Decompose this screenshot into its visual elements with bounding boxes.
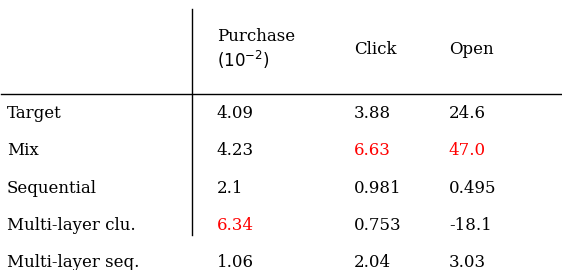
- Text: 4.09: 4.09: [217, 105, 253, 122]
- Text: 6.63: 6.63: [353, 142, 391, 159]
- Text: -18.1: -18.1: [449, 217, 492, 234]
- Text: Mix: Mix: [7, 142, 39, 159]
- Text: 3.88: 3.88: [353, 105, 391, 122]
- Text: 2.1: 2.1: [217, 180, 243, 197]
- Text: 0.495: 0.495: [449, 180, 496, 197]
- Text: 4.23: 4.23: [217, 142, 254, 159]
- Text: Multi-layer seq.: Multi-layer seq.: [7, 254, 139, 270]
- Text: 2.04: 2.04: [353, 254, 391, 270]
- Text: 24.6: 24.6: [449, 105, 486, 122]
- Text: 1.06: 1.06: [217, 254, 253, 270]
- Text: 6.34: 6.34: [217, 217, 253, 234]
- Text: 47.0: 47.0: [449, 142, 486, 159]
- Text: Sequential: Sequential: [7, 180, 97, 197]
- Text: Target: Target: [7, 105, 62, 122]
- Text: Multi-layer clu.: Multi-layer clu.: [7, 217, 135, 234]
- Text: Click: Click: [353, 41, 396, 58]
- Text: 3.03: 3.03: [449, 254, 486, 270]
- Text: 0.981: 0.981: [353, 180, 401, 197]
- Text: Purchase
$(10^{-2})$: Purchase $(10^{-2})$: [217, 28, 295, 71]
- Text: 0.753: 0.753: [353, 217, 401, 234]
- Text: Open: Open: [449, 41, 493, 58]
